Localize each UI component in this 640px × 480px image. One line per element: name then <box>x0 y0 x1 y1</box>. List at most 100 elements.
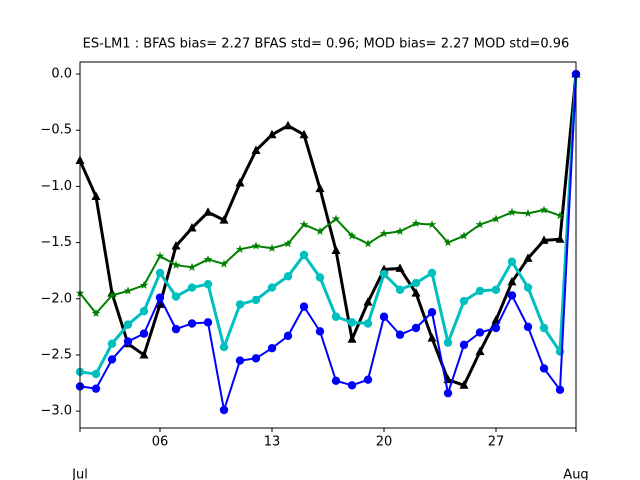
point <box>555 385 565 394</box>
point <box>427 308 437 317</box>
point <box>219 342 229 352</box>
series-line <box>79 208 561 315</box>
point <box>443 338 453 347</box>
point <box>395 330 405 339</box>
point <box>235 356 245 365</box>
point <box>539 364 549 373</box>
point <box>491 214 501 223</box>
point <box>363 239 373 248</box>
point <box>507 207 517 216</box>
point <box>539 205 549 214</box>
point <box>123 320 133 329</box>
point <box>299 302 309 311</box>
point <box>107 290 117 300</box>
point <box>155 251 165 260</box>
y-tick-label: −2.5 <box>40 347 72 362</box>
point <box>139 329 149 338</box>
point <box>491 285 501 294</box>
point <box>299 220 309 229</box>
point <box>155 299 165 308</box>
point <box>123 286 133 295</box>
point <box>251 145 261 154</box>
point <box>267 283 277 292</box>
point <box>411 288 421 297</box>
point <box>347 381 357 390</box>
point <box>235 244 245 253</box>
point <box>203 254 213 264</box>
point <box>459 296 469 306</box>
point <box>219 405 229 415</box>
point <box>315 273 325 282</box>
point <box>523 253 533 262</box>
point <box>139 280 149 289</box>
point <box>475 220 485 229</box>
point <box>331 245 341 254</box>
point <box>347 318 357 327</box>
point <box>203 279 213 289</box>
point <box>315 327 325 336</box>
series-line <box>78 73 578 387</box>
point <box>91 369 101 379</box>
point <box>139 349 149 359</box>
point <box>555 234 565 243</box>
y-tick-label: −1.5 <box>40 235 72 250</box>
point <box>91 384 101 393</box>
point <box>187 222 197 232</box>
point <box>459 380 469 389</box>
point <box>507 291 517 300</box>
point <box>555 211 565 220</box>
point <box>427 333 437 342</box>
point <box>267 344 277 353</box>
point <box>395 285 405 294</box>
point <box>251 241 261 250</box>
y-tick-label: −0.5 <box>40 123 72 138</box>
point <box>475 328 485 337</box>
point <box>523 208 533 218</box>
point <box>427 268 437 278</box>
point <box>411 323 421 333</box>
x-tick-label: 20 <box>376 435 393 450</box>
point <box>539 235 549 244</box>
x-major-tick-label: Jul <box>71 468 88 480</box>
point <box>395 226 405 235</box>
point <box>187 319 197 328</box>
x-major-tick-label: Aug <box>563 468 588 480</box>
point <box>363 375 373 384</box>
y-tick-label: −2.0 <box>40 291 72 306</box>
point <box>107 355 117 364</box>
point <box>187 283 197 292</box>
x-tick-label: 13 <box>264 435 281 450</box>
y-tick-label: −3.0 <box>40 404 72 419</box>
point <box>187 262 197 271</box>
x-tick-label: 06 <box>152 435 169 450</box>
point <box>171 324 181 334</box>
point <box>443 388 453 398</box>
point <box>507 257 517 266</box>
point <box>251 354 261 363</box>
point <box>219 259 229 268</box>
point <box>155 293 165 302</box>
point <box>539 323 549 333</box>
point <box>283 272 293 281</box>
point <box>171 240 181 250</box>
point <box>139 306 149 316</box>
point <box>363 297 373 306</box>
point <box>171 260 181 269</box>
point <box>123 337 133 346</box>
point <box>379 229 389 238</box>
point <box>347 334 357 343</box>
point <box>235 300 245 309</box>
point <box>91 191 101 201</box>
point <box>411 218 421 228</box>
point <box>283 120 293 130</box>
point <box>379 312 389 321</box>
point <box>299 250 309 260</box>
point <box>523 283 533 292</box>
point <box>155 268 165 278</box>
point <box>315 226 325 235</box>
point <box>283 239 293 248</box>
point <box>395 263 405 272</box>
point <box>427 220 437 229</box>
point <box>347 231 357 240</box>
